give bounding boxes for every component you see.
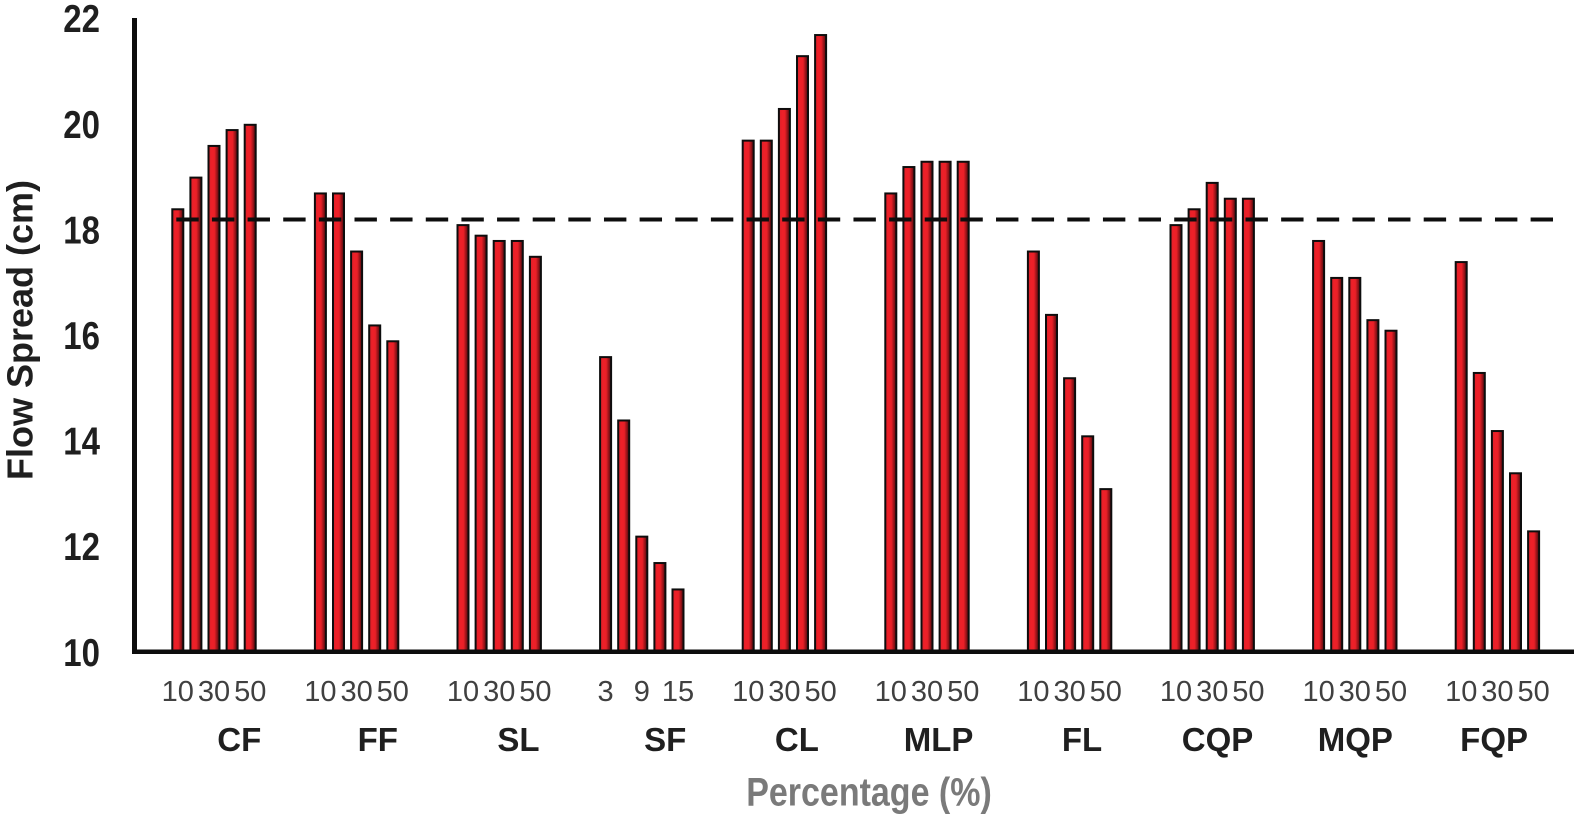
svg-text:50: 50 bbox=[234, 676, 266, 708]
svg-text:10: 10 bbox=[875, 676, 907, 708]
svg-text:50: 50 bbox=[519, 676, 551, 708]
svg-text:CF: CF bbox=[217, 721, 261, 758]
svg-text:30: 30 bbox=[483, 676, 515, 708]
svg-text:10: 10 bbox=[304, 676, 336, 708]
svg-text:10: 10 bbox=[1017, 676, 1049, 708]
svg-text:10: 10 bbox=[732, 676, 764, 708]
svg-text:10: 10 bbox=[162, 676, 194, 708]
svg-text:MQP: MQP bbox=[1318, 721, 1393, 758]
svg-text:22: 22 bbox=[63, 0, 100, 41]
svg-text:12: 12 bbox=[63, 525, 100, 569]
svg-text:SF: SF bbox=[644, 721, 686, 758]
svg-text:20: 20 bbox=[63, 102, 100, 146]
svg-text:10: 10 bbox=[447, 676, 479, 708]
svg-text:30: 30 bbox=[911, 676, 943, 708]
svg-text:14: 14 bbox=[63, 419, 100, 463]
svg-text:16: 16 bbox=[63, 313, 100, 357]
svg-text:30: 30 bbox=[1481, 676, 1513, 708]
svg-text:30: 30 bbox=[1053, 676, 1085, 708]
svg-text:50: 50 bbox=[377, 676, 409, 708]
svg-text:FF: FF bbox=[358, 721, 398, 758]
svg-text:50: 50 bbox=[1090, 676, 1122, 708]
svg-text:CQP: CQP bbox=[1182, 721, 1254, 758]
svg-text:FL: FL bbox=[1062, 721, 1102, 758]
svg-text:15: 15 bbox=[662, 676, 694, 708]
svg-text:Percentage (%): Percentage (%) bbox=[746, 769, 992, 814]
svg-text:50: 50 bbox=[1232, 676, 1264, 708]
svg-text:10: 10 bbox=[63, 630, 100, 674]
svg-text:50: 50 bbox=[947, 676, 979, 708]
svg-text:3: 3 bbox=[598, 676, 614, 708]
svg-text:MLP: MLP bbox=[904, 721, 974, 758]
svg-text:Flow Spread (cm): Flow Spread (cm) bbox=[0, 180, 41, 480]
svg-text:FQP: FQP bbox=[1460, 721, 1528, 758]
svg-text:SL: SL bbox=[497, 721, 539, 758]
svg-text:50: 50 bbox=[804, 676, 836, 708]
svg-text:9: 9 bbox=[634, 676, 650, 708]
svg-text:30: 30 bbox=[340, 676, 372, 708]
svg-text:30: 30 bbox=[1196, 676, 1228, 708]
svg-text:10: 10 bbox=[1302, 676, 1334, 708]
svg-text:10: 10 bbox=[1445, 676, 1477, 708]
svg-text:10: 10 bbox=[1160, 676, 1192, 708]
svg-text:30: 30 bbox=[768, 676, 800, 708]
svg-text:50: 50 bbox=[1517, 676, 1549, 708]
svg-text:CL: CL bbox=[775, 721, 819, 758]
svg-text:30: 30 bbox=[1339, 676, 1371, 708]
svg-text:50: 50 bbox=[1375, 676, 1407, 708]
svg-text:30: 30 bbox=[198, 676, 230, 708]
svg-text:18: 18 bbox=[63, 208, 100, 252]
